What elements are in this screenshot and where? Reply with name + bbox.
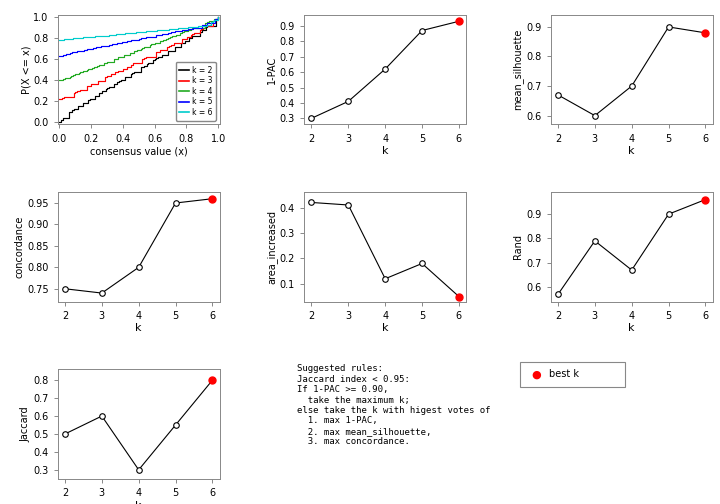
k = 5 xyxy=(171,29,179,35)
k = 4 xyxy=(214,14,222,20)
k = 6 xyxy=(55,37,63,43)
Line: k = 4: k = 4 xyxy=(59,17,218,80)
Y-axis label: Rand: Rand xyxy=(513,234,523,260)
k = 4 xyxy=(83,67,91,73)
k = 5 xyxy=(168,29,177,35)
k = 3 xyxy=(111,69,120,75)
k = 3 xyxy=(55,96,63,102)
k = 2 xyxy=(69,106,78,112)
k = 2 xyxy=(181,37,189,43)
k = 2 xyxy=(143,61,151,67)
k = 6 xyxy=(168,26,176,32)
X-axis label: k: k xyxy=(629,324,635,334)
k = 3 xyxy=(214,14,222,20)
k = 4 xyxy=(83,67,91,73)
k = 3 xyxy=(171,40,179,46)
X-axis label: k: k xyxy=(382,324,389,334)
k = 3 xyxy=(72,89,81,95)
X-axis label: k: k xyxy=(135,324,142,334)
Y-axis label: mean_silhouette: mean_silhouette xyxy=(513,29,523,110)
Line: k = 2: k = 2 xyxy=(59,17,218,122)
k = 4 xyxy=(55,77,63,83)
k = 2 xyxy=(214,14,222,20)
Text: ●: ● xyxy=(531,369,541,380)
X-axis label: consensus value (x): consensus value (x) xyxy=(90,146,188,156)
Legend: k = 2, k = 3, k = 4, k = 5, k = 6: k = 2, k = 3, k = 4, k = 5, k = 6 xyxy=(176,62,216,120)
k = 5 xyxy=(127,37,135,43)
k = 3 xyxy=(102,74,111,80)
k = 6 xyxy=(214,14,222,20)
k = 3 xyxy=(152,49,161,55)
Y-axis label: P(X <= x): P(X <= x) xyxy=(22,45,32,94)
k = 4 xyxy=(172,32,181,38)
Y-axis label: Jaccard: Jaccard xyxy=(20,406,30,442)
Line: k = 6: k = 6 xyxy=(59,17,218,40)
k = 3 xyxy=(169,40,178,46)
k = 2 xyxy=(212,16,221,22)
X-axis label: k: k xyxy=(135,500,142,504)
k = 2 xyxy=(55,119,63,125)
Line: k = 5: k = 5 xyxy=(59,17,218,56)
k = 5 xyxy=(160,31,168,37)
k = 4 xyxy=(177,30,186,36)
k = 6 xyxy=(136,29,145,35)
Y-axis label: area_increased: area_increased xyxy=(266,210,277,284)
k = 4 xyxy=(121,51,130,57)
Y-axis label: 1-PAC: 1-PAC xyxy=(267,55,277,84)
Y-axis label: concordance: concordance xyxy=(14,216,24,278)
k = 6 xyxy=(86,34,94,40)
k = 5 xyxy=(55,53,63,59)
X-axis label: k: k xyxy=(382,146,389,156)
k = 6 xyxy=(179,25,187,31)
k = 2 xyxy=(95,90,104,96)
Line: k = 3: k = 3 xyxy=(59,17,218,99)
k = 5 xyxy=(168,29,176,35)
Text: Suggested rules:
Jaccard index < 0.95:
If 1-PAC >= 0.90,
  take the maximum k;
e: Suggested rules: Jaccard index < 0.95: I… xyxy=(297,364,490,446)
Text: best k: best k xyxy=(549,369,579,380)
X-axis label: k: k xyxy=(629,146,635,156)
k = 6 xyxy=(189,24,197,30)
k = 2 xyxy=(86,96,94,102)
k = 5 xyxy=(166,29,175,35)
k = 4 xyxy=(80,68,89,74)
k = 6 xyxy=(91,33,100,39)
k = 5 xyxy=(214,14,222,20)
